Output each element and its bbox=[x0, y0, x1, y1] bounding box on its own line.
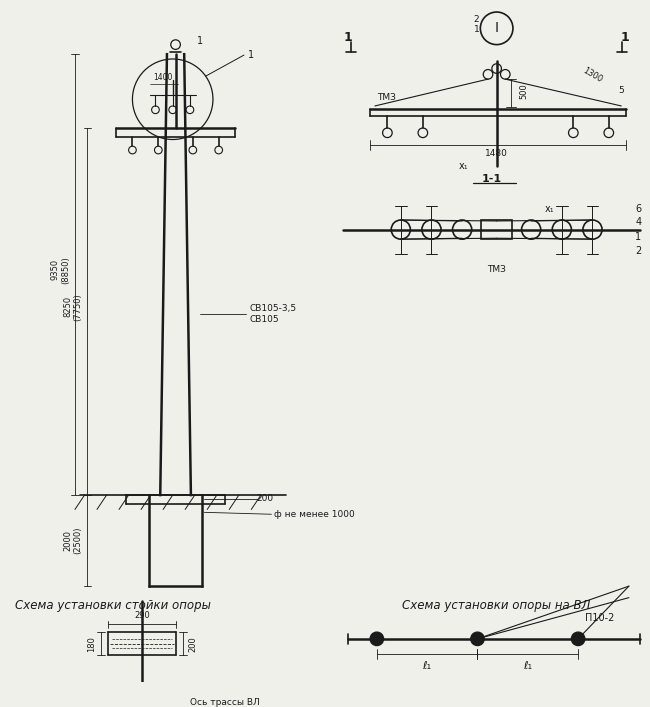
Text: 8250
(7750): 8250 (7750) bbox=[63, 293, 83, 320]
Text: П10-2: П10-2 bbox=[586, 613, 615, 623]
Text: 4: 4 bbox=[636, 217, 642, 227]
Text: Схема установки стойки опоры: Схема установки стойки опоры bbox=[16, 599, 211, 612]
Text: x₁: x₁ bbox=[458, 161, 468, 171]
Text: 1: 1 bbox=[248, 50, 254, 60]
Text: 1480: 1480 bbox=[485, 149, 508, 158]
Text: 1-1: 1-1 bbox=[482, 174, 502, 184]
Text: 2000
(2500): 2000 (2500) bbox=[63, 527, 83, 554]
Text: ℓ₁: ℓ₁ bbox=[523, 660, 532, 671]
Text: 1: 1 bbox=[636, 233, 642, 243]
Text: ТМЗ: ТМЗ bbox=[377, 93, 396, 102]
Text: 1300: 1300 bbox=[581, 66, 604, 84]
Text: x₁: x₁ bbox=[545, 204, 554, 214]
Circle shape bbox=[471, 632, 484, 645]
Circle shape bbox=[571, 632, 585, 645]
Text: СВ105-3,5: СВ105-3,5 bbox=[250, 304, 296, 312]
Text: ф не менее 1000: ф не менее 1000 bbox=[274, 510, 355, 519]
Text: 200: 200 bbox=[188, 636, 198, 652]
Text: Ось трассы ВЛ: Ось трассы ВЛ bbox=[190, 698, 260, 706]
Text: 2: 2 bbox=[635, 245, 642, 256]
Text: 1400: 1400 bbox=[153, 73, 173, 82]
Text: 200: 200 bbox=[256, 494, 273, 503]
Text: Схема установки опоры на ВЛ: Схема установки опоры на ВЛ bbox=[402, 599, 591, 612]
Text: 1: 1 bbox=[196, 36, 203, 46]
Text: СВ105: СВ105 bbox=[250, 315, 279, 325]
Text: ТМЗ: ТМЗ bbox=[488, 265, 506, 274]
Text: ℓ₁: ℓ₁ bbox=[422, 660, 432, 671]
Text: 2: 2 bbox=[474, 15, 479, 24]
Text: 180: 180 bbox=[86, 636, 96, 652]
Text: 5: 5 bbox=[618, 86, 624, 95]
Text: 6: 6 bbox=[636, 204, 642, 214]
Text: 1: 1 bbox=[474, 25, 480, 34]
Text: 1: 1 bbox=[343, 31, 352, 45]
Text: 290: 290 bbox=[134, 612, 150, 620]
Circle shape bbox=[370, 632, 384, 645]
Bar bbox=[481, 220, 512, 239]
Text: 9350
(8850): 9350 (8850) bbox=[51, 256, 70, 284]
Text: I: I bbox=[495, 21, 499, 35]
Text: 1: 1 bbox=[620, 31, 629, 45]
Text: 500: 500 bbox=[519, 83, 528, 100]
